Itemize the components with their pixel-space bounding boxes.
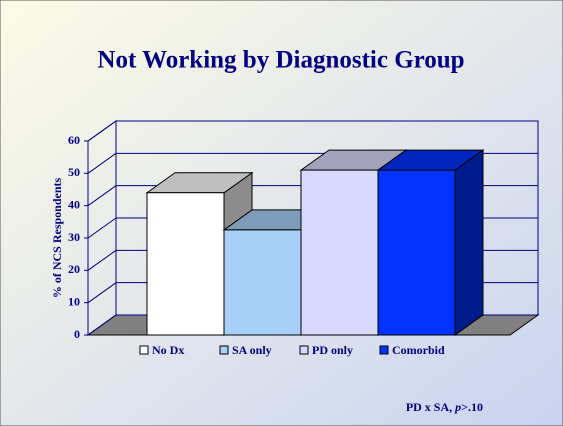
y-axis-label: % of NCS Respondents xyxy=(50,177,64,298)
bar xyxy=(300,169,379,336)
annotation-part: p xyxy=(454,400,461,414)
bar xyxy=(223,229,302,336)
y-tick-label: 20 xyxy=(68,262,80,276)
y-tick-label: 30 xyxy=(68,230,80,244)
legend-swatch xyxy=(219,345,229,355)
chart-title: Not Working by Diagnostic Group xyxy=(97,47,464,74)
grid-line xyxy=(87,152,117,174)
bar xyxy=(377,169,456,336)
annotation-part: >.10 xyxy=(461,400,483,414)
legend-label: No Dx xyxy=(152,343,184,357)
y-tick-label: 60 xyxy=(68,133,80,147)
legend-label: Comorbid xyxy=(392,343,445,357)
y-tick-label: 10 xyxy=(68,294,80,308)
y-tick-label: 50 xyxy=(68,165,80,179)
legend-swatch xyxy=(139,345,149,355)
grid-line xyxy=(87,217,117,239)
y-tick-label: 40 xyxy=(68,197,80,211)
y-tick-label: 0 xyxy=(74,327,80,341)
annotation-part: PD x SA, xyxy=(406,400,455,414)
grid-line xyxy=(87,120,117,142)
grid-line xyxy=(87,314,117,336)
bar xyxy=(146,192,225,336)
grid-line xyxy=(87,249,117,271)
legend-swatch xyxy=(299,345,309,355)
legend-swatch xyxy=(379,345,389,355)
annotation: PD x SA, p>.10 xyxy=(406,400,483,414)
grid-line xyxy=(87,185,117,207)
legend-label: PD only xyxy=(312,343,353,357)
bar-side xyxy=(454,149,484,336)
grid-line xyxy=(87,282,117,304)
legend-label: SA only xyxy=(232,343,272,357)
